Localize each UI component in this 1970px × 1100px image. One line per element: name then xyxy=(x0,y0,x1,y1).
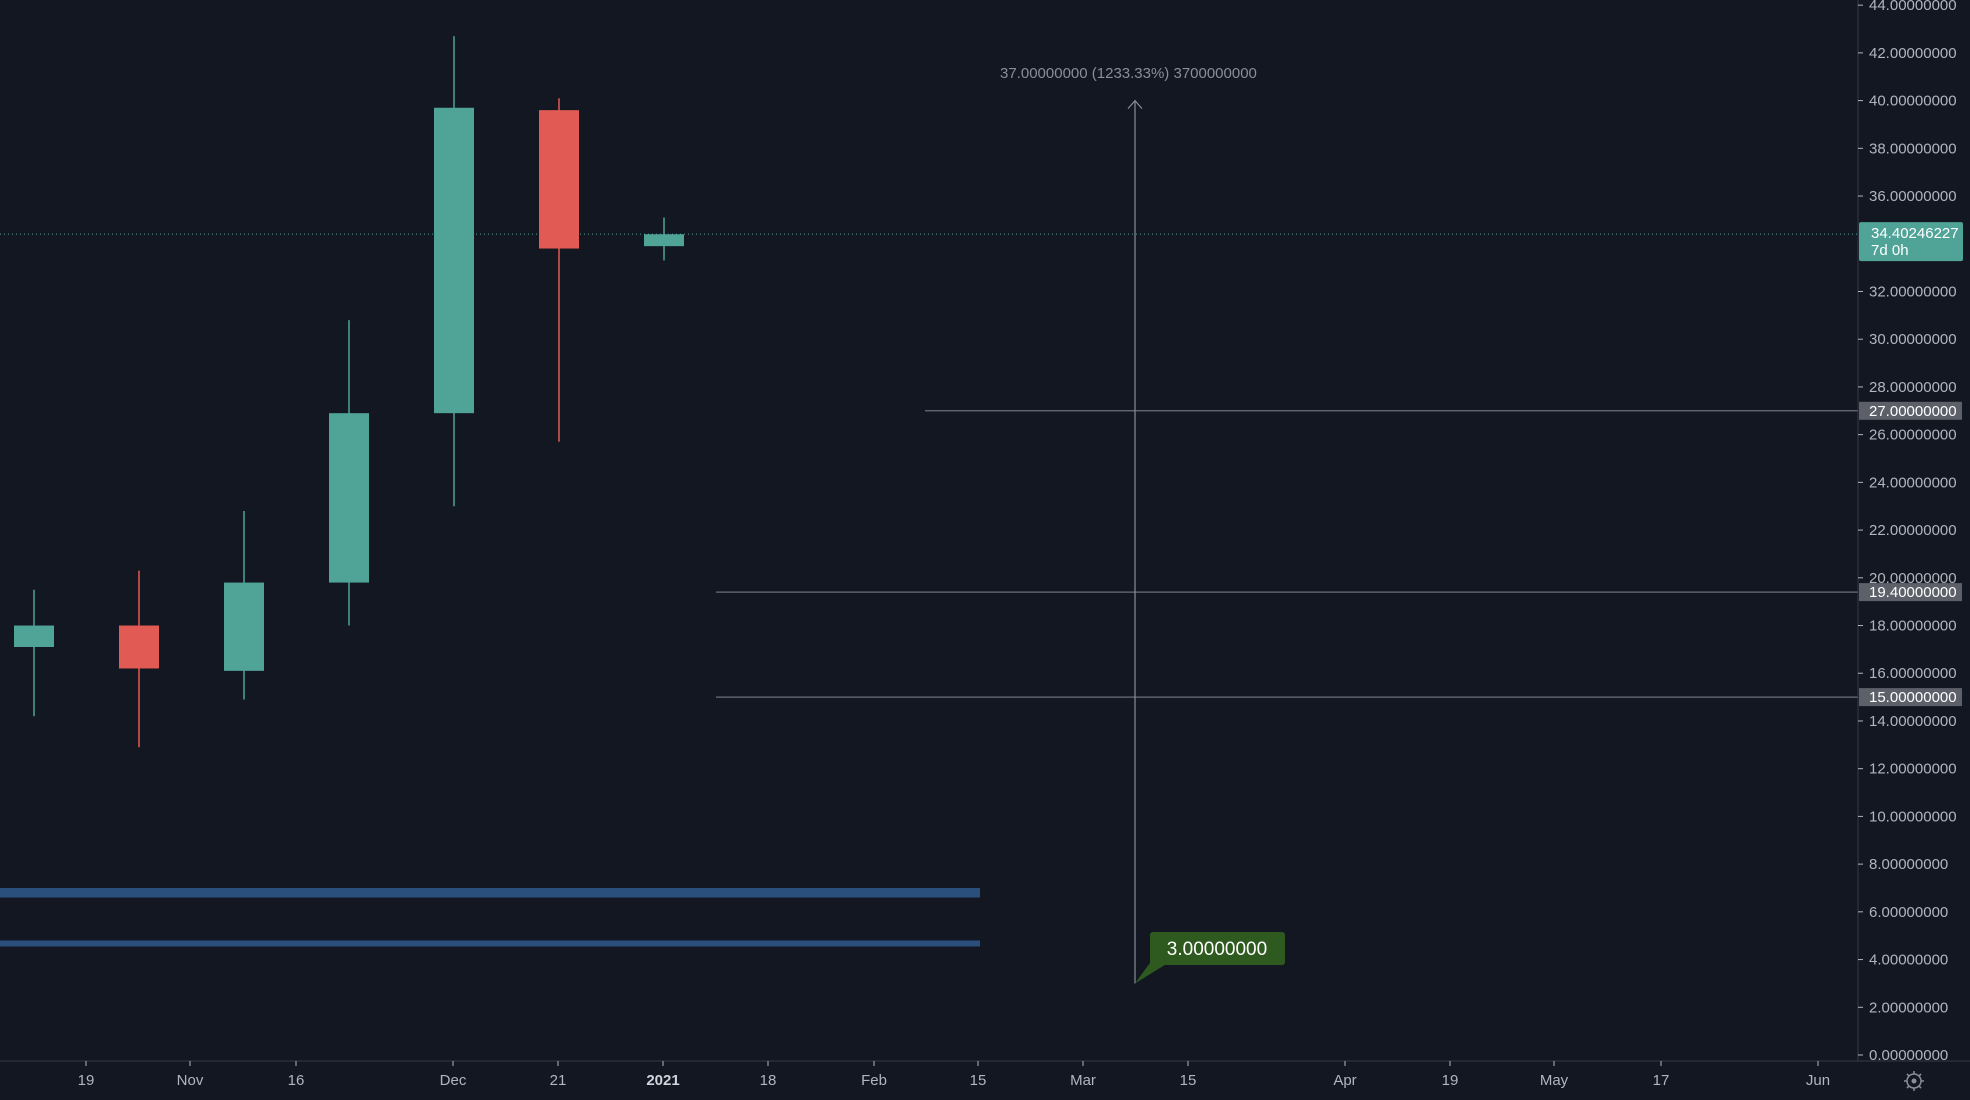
price-tick-label: 40.00000000 xyxy=(1869,93,1957,110)
current-price-badge[interactable] xyxy=(1859,222,1963,262)
candle-body xyxy=(224,582,264,671)
candle[interactable] xyxy=(329,320,369,626)
gear-tooth xyxy=(1906,1073,1910,1077)
candle-body xyxy=(434,107,474,414)
price-tick-label: 6.00000000 xyxy=(1869,904,1948,921)
measure-tool[interactable]: 37.00000000 (1233.33%) 3700000000 xyxy=(1000,65,1257,984)
callout-box[interactable] xyxy=(1150,932,1285,965)
candle[interactable] xyxy=(224,510,264,700)
candle-body xyxy=(539,110,579,249)
price-line-badge-label: 15.00000000 xyxy=(1869,689,1957,706)
price-tick-label: 14.00000000 xyxy=(1869,713,1957,730)
callout-pointer xyxy=(1135,963,1168,984)
time-tick-label: 16 xyxy=(288,1072,305,1089)
callout-label: 3.00000000 xyxy=(1167,939,1267,960)
price-axis-background xyxy=(1858,0,1970,1061)
countdown-label: 7d 0h xyxy=(1871,242,1909,259)
time-tick-label: 19 xyxy=(78,1072,95,1089)
price-tick-label: 26.00000000 xyxy=(1869,427,1957,444)
price-tick-label: 18.00000000 xyxy=(1869,618,1957,635)
time-tick-label: 21 xyxy=(550,1072,567,1089)
time-tick-label: 17 xyxy=(1653,1072,1670,1089)
time-tick-label: Nov xyxy=(177,1072,204,1089)
price-callout[interactable]: 3.00000000 xyxy=(1135,932,1285,984)
price-tick-label: 0.00000000 xyxy=(1869,1047,1948,1064)
price-tick-label: 36.00000000 xyxy=(1869,188,1957,205)
time-tick-label: Apr xyxy=(1333,1072,1356,1089)
price-tick-label: 38.00000000 xyxy=(1869,140,1957,157)
support-zone[interactable] xyxy=(0,940,980,947)
price-tick-label: 8.00000000 xyxy=(1869,856,1948,873)
time-axis[interactable]: 19 Nov 16 Dec 21 2021 18 Feb 15 Mar 15 Apr 19 May 17 Ju… xyxy=(0,1060,1970,1100)
candle-body xyxy=(329,413,369,583)
time-tick-label: 2021 xyxy=(646,1072,679,1089)
price-tick-label: 4.00000000 xyxy=(1869,952,1948,969)
time-tick-label: 15 xyxy=(1180,1072,1197,1089)
gear-tooth xyxy=(1918,1085,1922,1089)
settings-gear-icon[interactable] xyxy=(1904,1071,1924,1091)
candle[interactable] xyxy=(644,217,684,261)
candle[interactable] xyxy=(119,570,159,748)
price-axis[interactable]: 0.00000000 2.00000000 4.00000000 6.00000000… xyxy=(1857,0,1970,1100)
time-tick-label: Dec xyxy=(440,1072,467,1089)
time-tick-label: 19 xyxy=(1442,1072,1459,1089)
price-tick-label: 12.00000000 xyxy=(1869,761,1957,778)
time-tick-label: May xyxy=(1540,1072,1569,1089)
gear-tooth xyxy=(1918,1073,1922,1077)
horizontal-lines xyxy=(716,410,1858,698)
price-tick-label: 30.00000000 xyxy=(1869,331,1957,348)
price-tick-label: 28.00000000 xyxy=(1869,379,1957,396)
candle-body xyxy=(119,625,159,669)
price-tick-label: 44.00000000 xyxy=(1869,0,1957,14)
candle[interactable] xyxy=(434,36,474,507)
price-line-badge-label: 27.00000000 xyxy=(1869,403,1957,420)
price-tick-label: 10.00000000 xyxy=(1869,808,1957,825)
candles[interactable] xyxy=(0,36,684,964)
candle-body xyxy=(644,234,684,247)
price-line-badge-label: 19.40000000 xyxy=(1869,584,1957,601)
price-tick-label: 24.00000000 xyxy=(1869,474,1957,491)
candle[interactable] xyxy=(14,589,54,717)
time-tick-label: 18 xyxy=(760,1072,777,1089)
candle-body xyxy=(14,625,54,647)
price-tick-label: 32.00000000 xyxy=(1869,283,1957,300)
time-tick-label: Jun xyxy=(1806,1072,1830,1089)
price-tick-label: 22.00000000 xyxy=(1869,522,1957,539)
candle[interactable] xyxy=(539,98,579,442)
price-tick-label: 2.00000000 xyxy=(1869,999,1948,1016)
price-line-badge[interactable] xyxy=(1859,401,1962,420)
support-zone[interactable] xyxy=(0,887,980,898)
support-zones xyxy=(0,887,980,947)
price-tick-label: 16.00000000 xyxy=(1869,665,1957,682)
gear-tooth xyxy=(1906,1085,1910,1089)
price-line-badge[interactable] xyxy=(1859,583,1962,602)
time-tick-label: Mar xyxy=(1070,1072,1096,1089)
price-tick-label: 20.00000000 xyxy=(1869,570,1957,587)
gear-center xyxy=(1911,1078,1917,1084)
current-price-label: 34.40246227 xyxy=(1871,225,1959,242)
measure-arrowhead xyxy=(1127,99,1143,109)
time-tick-label: Feb xyxy=(861,1072,887,1089)
price-tick-label: 42.00000000 xyxy=(1869,45,1957,62)
time-tick-label: 15 xyxy=(970,1072,987,1089)
measure-label: 37.00000000 (1233.33%) 3700000000 xyxy=(1000,65,1257,82)
price-line-badge[interactable] xyxy=(1859,688,1962,707)
time-axis-background xyxy=(0,1061,1970,1100)
